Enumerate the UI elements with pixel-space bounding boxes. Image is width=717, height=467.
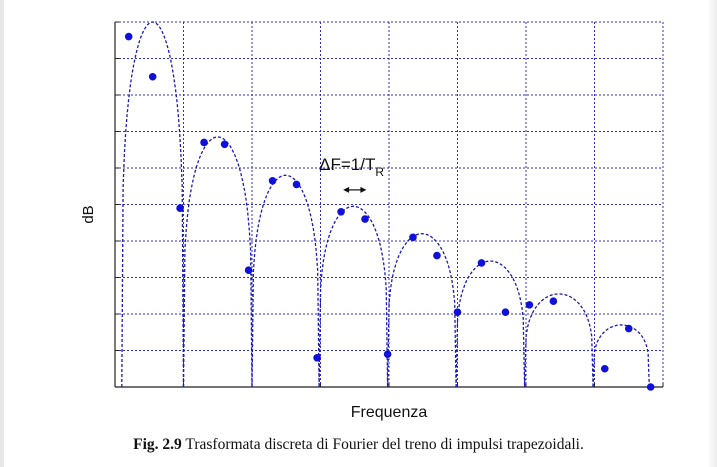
annotation-arrow-head-left (343, 186, 350, 193)
figure-number: Fig. 2.9 (133, 436, 182, 453)
envelope-curve (121, 21, 650, 388)
figure-caption: Fig. 2.9 Trasformata discreta di Fourier… (0, 436, 717, 454)
sample-point (409, 233, 417, 242)
envelope-lobe (318, 205, 389, 388)
sample-point (600, 364, 609, 373)
annotation-subscript: R (375, 165, 384, 179)
sample-point (433, 251, 441, 260)
sample-point (124, 32, 133, 41)
envelope-lobe (455, 260, 526, 388)
sample-point (549, 297, 558, 306)
page-edge-left (0, 0, 4, 467)
page-edge-right (707, 0, 717, 467)
sample-point (501, 308, 510, 316)
sample-point (624, 324, 633, 333)
sample-point (383, 350, 392, 358)
sample-point (148, 72, 157, 81)
sample-point (244, 266, 253, 275)
caption-text: Trasformata discreta di Fourier del tren… (185, 436, 584, 453)
axes (114, 21, 664, 388)
y-axis-label: dB (80, 205, 97, 223)
sample-point (313, 354, 321, 362)
envelope-lobe (592, 324, 650, 388)
envelope-lobe (386, 233, 457, 388)
sample-point (646, 383, 655, 391)
envelope-lobe (523, 293, 594, 388)
sample-point (525, 301, 534, 309)
annotation-arrow-head-right (360, 186, 367, 193)
envelope-lobe (251, 174, 320, 388)
envelope-lobe (182, 136, 253, 388)
delta-f-annotation: ΔF=1/TR (319, 155, 384, 193)
envelope-lobe (121, 21, 185, 388)
sample-point (361, 215, 369, 223)
sample-point (268, 176, 277, 185)
sample-point (337, 208, 345, 216)
dft-chart: ΔF=1/TR dB Frequenza (80, 21, 664, 421)
annotation-main: ΔF=1/T (319, 155, 375, 174)
sample-point (292, 180, 301, 189)
sample-point (453, 308, 462, 316)
sample-point (176, 204, 184, 212)
sample-point (220, 140, 229, 149)
sample-point (200, 138, 208, 147)
sample-points (124, 32, 655, 391)
sample-point (477, 259, 486, 267)
annotation-label: ΔF=1/TR (319, 155, 384, 179)
grid (115, 22, 663, 387)
x-axis-label: Frequenza (351, 404, 428, 421)
